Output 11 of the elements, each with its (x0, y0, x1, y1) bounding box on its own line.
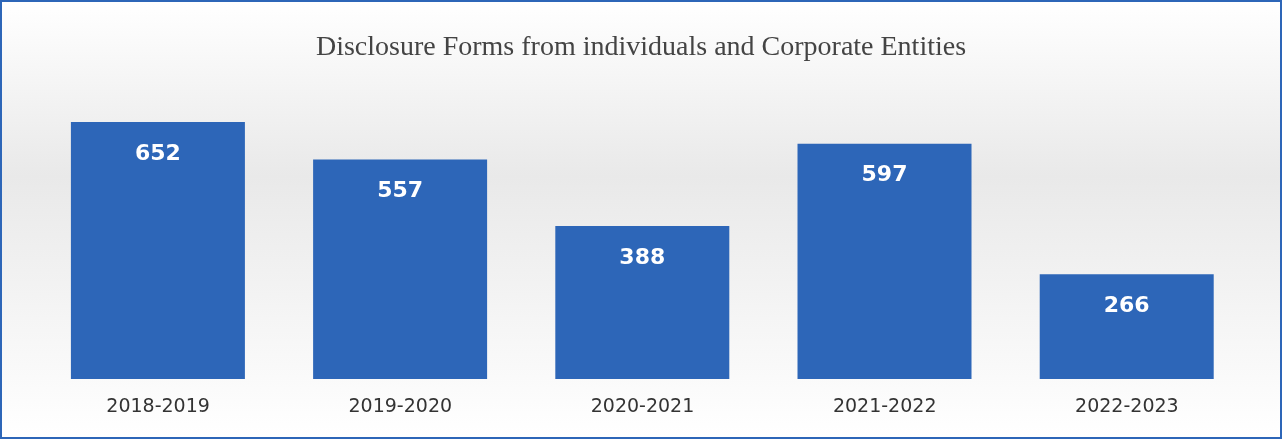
x-tick-label: 2022-2023 (1075, 394, 1179, 417)
x-tick-label: 2018-2019 (106, 394, 210, 417)
data-label: 652 (134, 139, 181, 165)
data-label: 388 (619, 243, 666, 269)
chart-title: Disclosure Forms from individuals and Corporate Entities (314, 30, 968, 62)
data-label: 266 (1103, 291, 1150, 317)
x-tick-label: 2019-2020 (348, 394, 453, 417)
x-tick-label: 2021-2022 (832, 394, 937, 417)
data-label: 597 (861, 161, 908, 187)
x-tick-label: 2020-2021 (590, 394, 695, 417)
data-label: 557 (377, 177, 424, 203)
